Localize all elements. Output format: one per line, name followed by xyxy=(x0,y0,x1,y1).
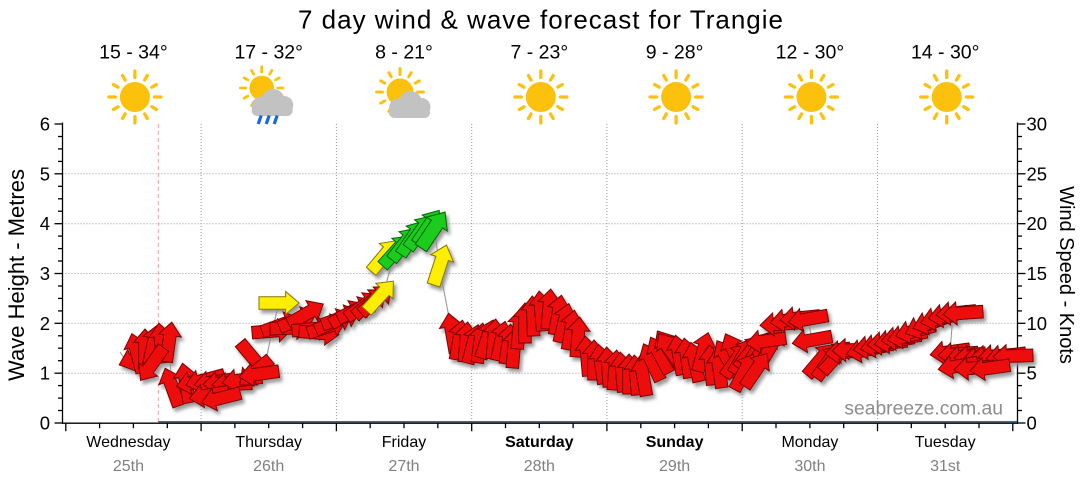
svg-text:7 - 23°: 7 - 23° xyxy=(510,42,568,64)
svg-text:2: 2 xyxy=(40,313,50,334)
svg-text:15 - 34°: 15 - 34° xyxy=(99,42,168,64)
svg-text:Monday: Monday xyxy=(781,434,838,451)
svg-text:Thursday: Thursday xyxy=(235,434,302,451)
svg-text:Sunday: Sunday xyxy=(646,434,704,451)
svg-text:Saturday: Saturday xyxy=(505,434,574,451)
svg-text:Friday: Friday xyxy=(382,434,426,451)
svg-text:29th: 29th xyxy=(659,458,690,475)
svg-text:17 - 32°: 17 - 32° xyxy=(234,42,303,64)
svg-text:0: 0 xyxy=(40,413,50,434)
svg-text:12 - 30°: 12 - 30° xyxy=(776,42,845,64)
svg-text:15: 15 xyxy=(1027,263,1048,284)
svg-text:Wednesday: Wednesday xyxy=(86,434,170,451)
svg-text:3: 3 xyxy=(40,263,50,284)
svg-text:4: 4 xyxy=(40,213,50,234)
svg-text:7 day wind & wave forecast for: 7 day wind & wave forecast for Trangie xyxy=(298,5,784,35)
svg-text:Tuesday: Tuesday xyxy=(915,434,976,451)
svg-text:8 - 21°: 8 - 21° xyxy=(375,42,433,64)
svg-text:27th: 27th xyxy=(388,458,419,475)
svg-text:25: 25 xyxy=(1027,163,1048,184)
svg-text:14 - 30°: 14 - 30° xyxy=(911,42,980,64)
svg-text:25th: 25th xyxy=(113,458,144,475)
svg-text:28th: 28th xyxy=(524,458,555,475)
svg-text:1: 1 xyxy=(40,363,50,384)
svg-text:30: 30 xyxy=(1027,114,1048,135)
svg-text:9 - 28°: 9 - 28° xyxy=(646,42,704,64)
svg-text:30th: 30th xyxy=(794,458,825,475)
svg-text:5: 5 xyxy=(40,163,50,184)
svg-text:0: 0 xyxy=(1027,413,1037,434)
svg-text:20: 20 xyxy=(1027,213,1048,234)
svg-text:Wave Height - Metres: Wave Height - Metres xyxy=(4,169,29,381)
svg-text:31st: 31st xyxy=(930,458,961,475)
svg-text:Wind Speed - Knots: Wind Speed - Knots xyxy=(1055,186,1077,364)
svg-text:5: 5 xyxy=(1027,363,1037,384)
svg-text:26th: 26th xyxy=(253,458,284,475)
svg-text:6: 6 xyxy=(40,114,50,135)
svg-text:10: 10 xyxy=(1027,313,1048,334)
svg-text:seabreeze.com.au: seabreeze.com.au xyxy=(844,399,1003,420)
